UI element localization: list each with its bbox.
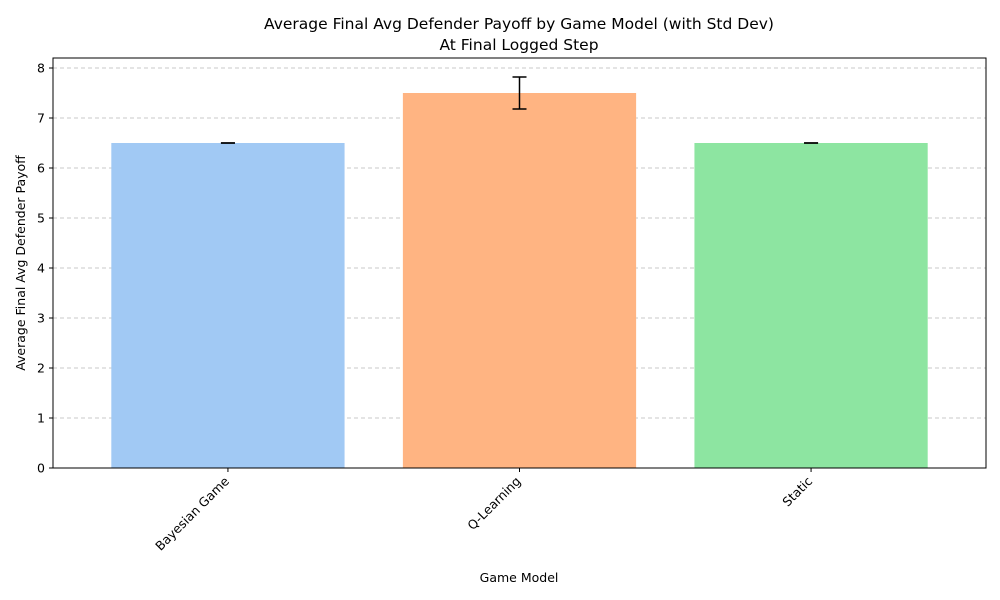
chart-subtitle: At Final Logged Step <box>439 36 598 54</box>
y-tick-label: 0 <box>37 461 45 476</box>
bar-bayesian-game <box>111 143 345 468</box>
bar-q-learning <box>402 93 637 468</box>
error-bars <box>220 76 819 144</box>
chart-title: Average Final Avg Defender Payoff by Gam… <box>264 15 774 33</box>
x-tick-label: Static <box>779 473 815 509</box>
x-tick-label: Q-Learning <box>464 474 523 533</box>
y-tick-label: 2 <box>37 361 45 376</box>
x-axis-label: Game Model <box>480 570 559 585</box>
bars <box>111 93 928 468</box>
y-axis-label: Average Final Avg Defender Payoff <box>13 155 28 371</box>
y-tick-label: 5 <box>37 211 45 226</box>
y-axis: 0 1 2 3 4 5 6 7 8 <box>37 61 53 476</box>
y-tick-label: 4 <box>37 261 45 276</box>
bar-static <box>694 143 928 468</box>
y-tick-label: 1 <box>37 411 45 426</box>
y-tick-label: 7 <box>37 111 45 126</box>
x-axis: Bayesian Game Q-Learning Static <box>152 468 815 553</box>
y-tick-label: 3 <box>37 311 45 326</box>
x-tick-label: Bayesian Game <box>152 473 232 553</box>
y-tick-label: 6 <box>37 161 45 176</box>
y-tick-label: 8 <box>37 61 45 76</box>
